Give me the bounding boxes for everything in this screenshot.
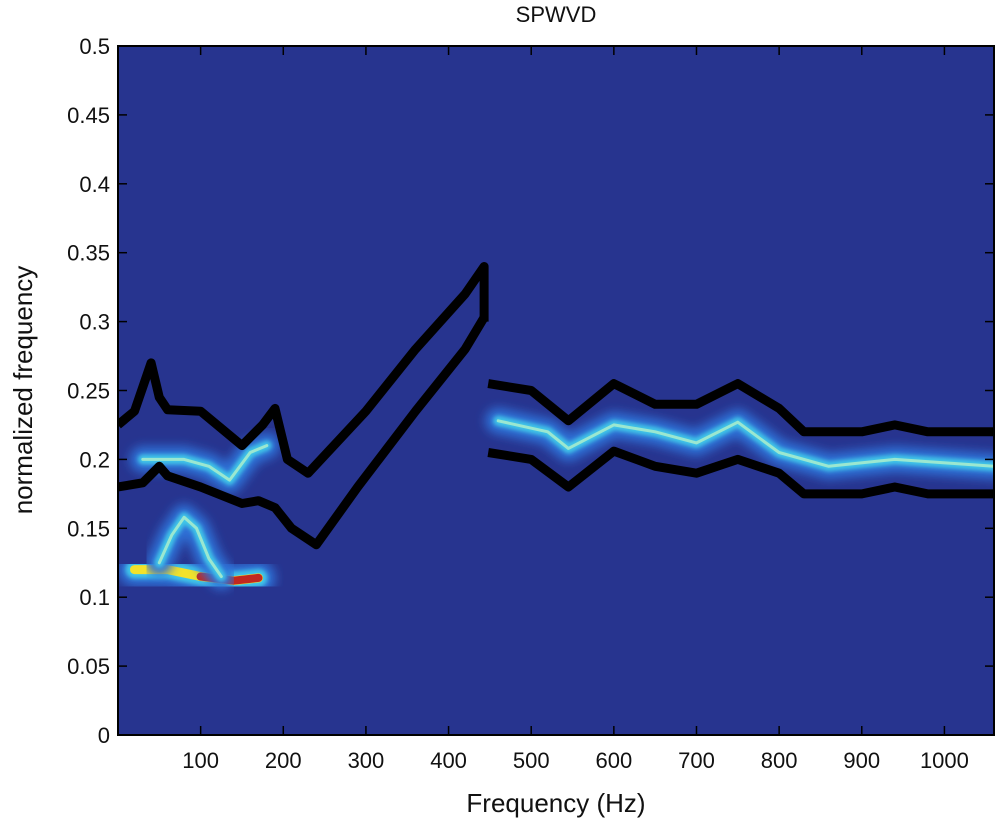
- y-axis: 0 0.05 0.1 0.15 0.2 0.25 0.3 0.35 0.4 0.45 0.5: [67, 34, 994, 748]
- heatmap-layer: [118, 407, 994, 598]
- x-tick-label: 400: [430, 748, 467, 773]
- x-tick-label: 700: [678, 748, 715, 773]
- boundary-curve-1: [118, 315, 488, 550]
- y-tick-label: 0.35: [67, 241, 110, 266]
- y-tick-label: 0.45: [67, 103, 110, 128]
- y-tick-label: 0.1: [79, 585, 110, 610]
- x-tick-label: 600: [595, 748, 632, 773]
- x-tick-label: 500: [513, 748, 550, 773]
- y-axis-label: normalized frequency: [8, 266, 38, 515]
- boundary-curve-3: [487, 446, 994, 499]
- x-tick-label: 300: [348, 748, 385, 773]
- x-tick-label: 800: [761, 748, 798, 773]
- y-tick-label: 0.2: [79, 447, 110, 472]
- plot-area: [118, 46, 994, 735]
- x-tick-label: 200: [265, 748, 302, 773]
- x-axis-label: Frequency (Hz): [466, 788, 645, 818]
- y-tick-label: 0: [98, 723, 110, 748]
- y-tick-label: 0.15: [67, 516, 110, 541]
- chart-title: SPWVD: [516, 2, 597, 27]
- energy-ridge-core-2: [141, 444, 269, 482]
- y-tick-label: 0.3: [79, 310, 110, 335]
- y-tick-label: 0.05: [67, 654, 110, 679]
- boundary-curve-2: [487, 379, 994, 437]
- y-tick-label: 0.25: [67, 379, 110, 404]
- boundary-curve-0: [118, 262, 489, 478]
- energy-ridge-core-3: [496, 419, 994, 468]
- x-axis: 100 200 300 400 500 600 700 800 900 1000: [182, 46, 969, 773]
- x-tick-label: 100: [182, 748, 219, 773]
- x-tick-label: 900: [843, 748, 880, 773]
- x-tick-label: 1000: [920, 748, 969, 773]
- y-tick-label: 0.4: [79, 172, 110, 197]
- energy-ridge-core-1: [157, 515, 223, 578]
- boundary-layer: [118, 262, 994, 550]
- y-tick-label: 0.5: [79, 34, 110, 59]
